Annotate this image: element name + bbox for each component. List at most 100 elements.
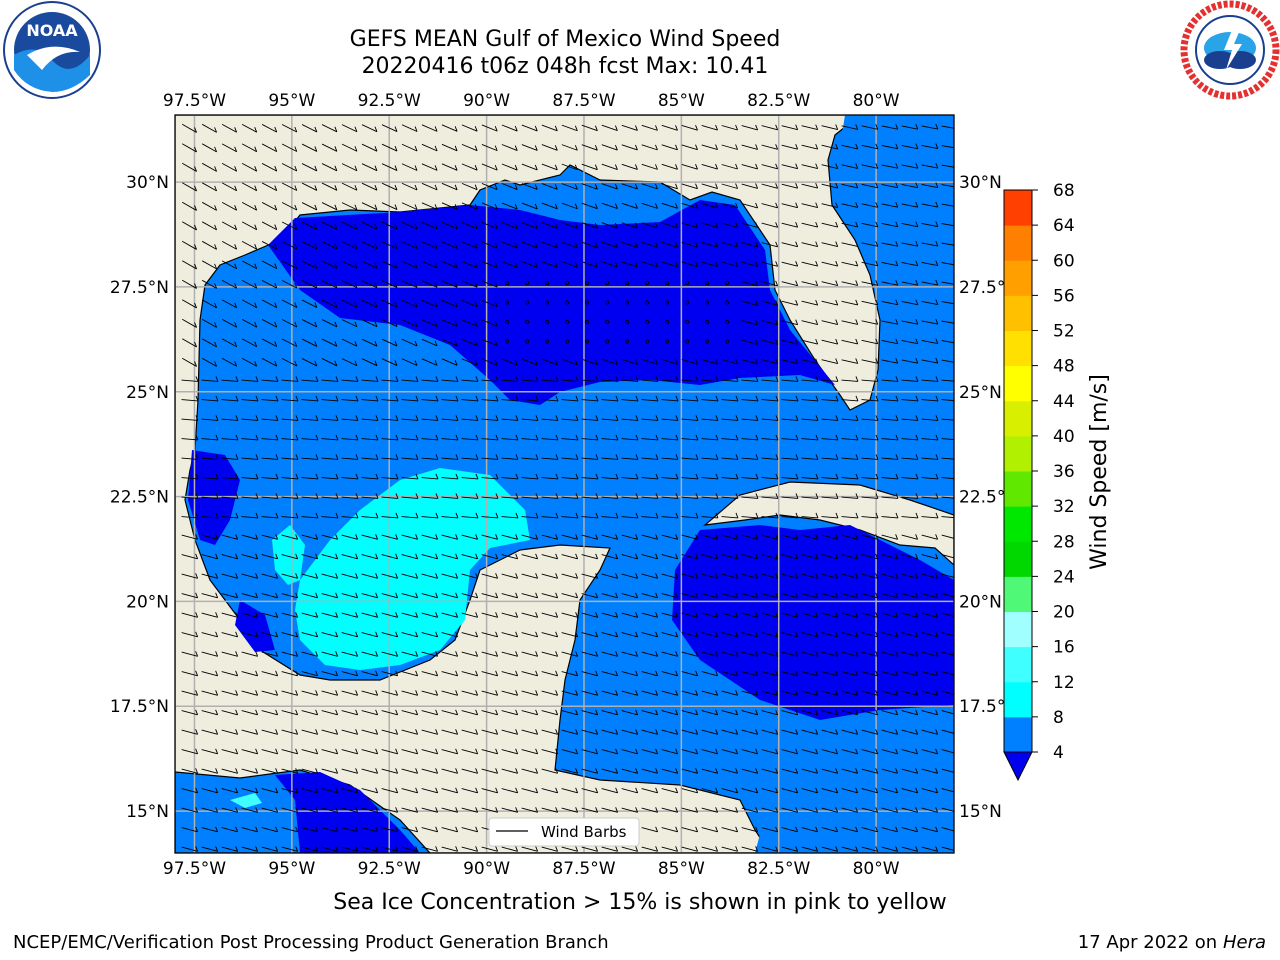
- wind-barb: [241, 593, 258, 599]
- wind-barb: [501, 457, 518, 460]
- wind-barb-flag: [335, 553, 339, 560]
- wind-barb: [541, 418, 558, 421]
- wind-barb: [701, 690, 718, 696]
- wind-barb-flag: [555, 512, 559, 519]
- wind-barb: [901, 144, 918, 150]
- wind-barb: [221, 338, 237, 348]
- wind-barb-flag: [815, 473, 819, 480]
- wind-barb-flag: [295, 534, 299, 540]
- wind-barb: [501, 496, 518, 499]
- wind-barb-flag: [455, 826, 459, 833]
- wind-barb: [581, 846, 598, 852]
- wind-barb: [201, 162, 217, 172]
- wind-barb-flag: [255, 376, 259, 382]
- wind-barb-flag: [354, 263, 358, 269]
- wind-barb: [381, 477, 398, 480]
- wind-barb-flag: [194, 263, 197, 270]
- wind-barb: [821, 125, 838, 130]
- wind-barb: [821, 399, 838, 402]
- wind-barb: [621, 788, 638, 794]
- wind-barb: [301, 143, 318, 152]
- wind-barb-flag: [535, 807, 539, 813]
- wind-barb: [181, 710, 198, 716]
- wind-barb-flag: [334, 224, 338, 230]
- wind-barb-flag: [755, 395, 759, 402]
- wind-barb: [501, 632, 518, 638]
- wind-barb: [181, 496, 198, 499]
- wind-barb: [901, 496, 918, 499]
- wind-barb: [541, 807, 558, 813]
- calm-marker: [524, 319, 530, 325]
- wind-barb-flag: [535, 395, 539, 402]
- wind-barb-flag: [235, 434, 239, 441]
- wind-barb-flag: [915, 415, 919, 421]
- wind-barb: [781, 768, 798, 774]
- wind-barb-flag: [314, 263, 318, 269]
- wind-barb-flag: [595, 709, 599, 716]
- wind-barb-flag: [254, 185, 258, 191]
- wind-barb-flag: [195, 631, 199, 638]
- wind-barb-flag: [855, 787, 859, 794]
- wind-barb: [541, 496, 558, 499]
- wind-barb-flag: [415, 395, 419, 402]
- wind-barb-flag: [394, 184, 398, 191]
- wind-barb-flag: [235, 553, 239, 560]
- wind-barb: [721, 125, 738, 131]
- wind-barb-flag: [355, 729, 359, 735]
- wind-barb-flag: [735, 553, 739, 560]
- wind-barb: [561, 593, 578, 599]
- calm-marker: [504, 319, 510, 325]
- wind-barb: [461, 338, 478, 347]
- wind-barb: [901, 438, 918, 441]
- wind-barb: [201, 516, 218, 519]
- wind-barb-flag: [294, 302, 298, 308]
- lat-label-left: 27.5°N: [110, 278, 169, 298]
- wind-barb-flag: [295, 787, 299, 794]
- wind-barb: [221, 123, 237, 133]
- wind-barb: [861, 418, 878, 421]
- wind-barb: [301, 299, 318, 308]
- wind-barb: [521, 651, 538, 657]
- wind-barb: [241, 280, 257, 289]
- wind-barb: [681, 438, 698, 441]
- colorbar-tick-label: 44: [1053, 392, 1075, 412]
- wind-barb: [261, 202, 277, 211]
- wind-barb: [361, 124, 378, 133]
- wind-barb: [661, 768, 678, 774]
- wind-barb: [721, 788, 738, 794]
- wind-barb-flag: [575, 473, 579, 480]
- wind-barb-flag: [635, 670, 639, 677]
- wind-barb: [281, 729, 298, 735]
- wind-barb-flag: [895, 221, 899, 227]
- wind-barb: [661, 222, 678, 229]
- wind-barb: [661, 807, 678, 813]
- wind-barb: [701, 807, 718, 813]
- wind-barb: [261, 749, 278, 755]
- wind-barb-flag: [615, 512, 619, 519]
- wind-barb: [541, 788, 558, 794]
- wind-barb-flag: [334, 302, 338, 308]
- wind-barb-flag: [554, 125, 558, 132]
- wind-barb-flag: [895, 338, 899, 344]
- wind-barb-flag: [715, 573, 719, 579]
- wind-barb-flag: [675, 846, 679, 852]
- wind-barb: [561, 358, 578, 366]
- wind-barb-flag: [494, 359, 498, 366]
- wind-barb-flag: [715, 553, 719, 560]
- wind-barb: [201, 143, 217, 153]
- wind-barb: [361, 319, 378, 328]
- wind-barb: [301, 496, 318, 499]
- wind-barb: [261, 846, 278, 852]
- wind-barb-flag: [354, 302, 358, 308]
- wind-barb: [721, 573, 738, 579]
- wind-barb-flag: [956, 182, 958, 187]
- wind-barb-flag: [415, 415, 419, 421]
- wind-barb-flag: [855, 202, 859, 208]
- wind-barb-flag: [715, 222, 718, 228]
- calm-marker: [664, 339, 670, 344]
- wind-barb: [581, 768, 598, 774]
- wind-barb: [321, 573, 338, 579]
- wind-barb: [261, 457, 278, 460]
- wind-barb: [841, 477, 858, 480]
- wind-barb-flag: [535, 493, 539, 499]
